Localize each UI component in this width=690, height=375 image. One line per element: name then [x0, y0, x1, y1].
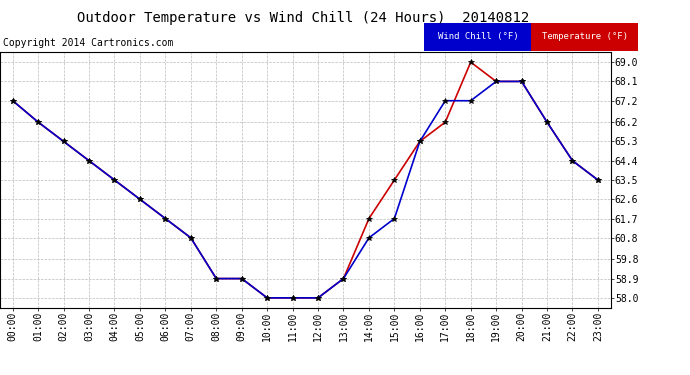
- Text: Wind Chill (°F): Wind Chill (°F): [437, 32, 518, 41]
- Text: Temperature (°F): Temperature (°F): [542, 32, 628, 41]
- Text: Outdoor Temperature vs Wind Chill (24 Hours)  20140812: Outdoor Temperature vs Wind Chill (24 Ho…: [77, 11, 530, 25]
- Text: Copyright 2014 Cartronics.com: Copyright 2014 Cartronics.com: [3, 38, 174, 48]
